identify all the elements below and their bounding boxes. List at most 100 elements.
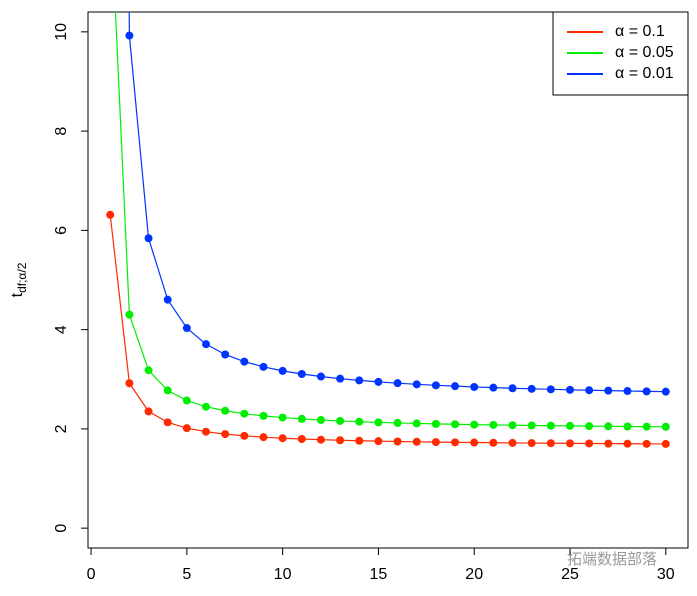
- y-label-sub: df;α/2: [15, 262, 29, 293]
- legend-label: α = 0.1: [615, 23, 665, 40]
- data-point: [297, 414, 306, 423]
- plot-area: [106, 12, 670, 448]
- data-point: [642, 422, 651, 431]
- data-point: [278, 366, 287, 375]
- data-point: [565, 385, 574, 394]
- data-point: [642, 439, 651, 448]
- data-point: [182, 324, 191, 333]
- data-point: [278, 413, 287, 422]
- data-point: [355, 417, 364, 426]
- data-point: [355, 376, 364, 385]
- data-point: [144, 366, 153, 375]
- data-point: [393, 437, 402, 446]
- data-point: [221, 406, 230, 415]
- data-point: [336, 436, 345, 445]
- data-point: [431, 419, 440, 428]
- x-tick-label: 20: [465, 566, 483, 583]
- x-tick-label: 10: [274, 566, 292, 583]
- data-point: [546, 385, 555, 394]
- data-point: [470, 382, 479, 391]
- data-point: [316, 416, 325, 425]
- data-point: [431, 438, 440, 447]
- data-point: [297, 435, 306, 444]
- data-point: [144, 234, 153, 243]
- data-point: [585, 439, 594, 448]
- data-point: [163, 295, 172, 304]
- data-point: [202, 402, 211, 411]
- x-tick-label: 5: [182, 566, 191, 583]
- watermark: 拓端数据部落: [567, 551, 657, 568]
- x-tick-label: 0: [87, 566, 96, 583]
- data-point: [336, 416, 345, 425]
- data-point: [393, 418, 402, 427]
- data-point: [412, 437, 421, 446]
- data-point: [259, 411, 268, 420]
- data-point: [623, 439, 632, 448]
- data-point: [240, 431, 249, 440]
- data-point: [431, 381, 440, 390]
- data-point: [470, 438, 479, 447]
- data-point: [489, 383, 498, 392]
- y-tick-label: 10: [53, 23, 70, 41]
- data-point: [374, 418, 383, 427]
- data-point: [585, 386, 594, 395]
- data-point: [565, 421, 574, 430]
- data-point: [527, 384, 536, 393]
- x-tick-label: 25: [561, 566, 579, 583]
- data-point: [221, 350, 230, 359]
- data-point: [546, 439, 555, 448]
- data-point: [144, 407, 153, 416]
- data-point: [489, 438, 498, 447]
- data-point: [259, 362, 268, 371]
- data-point: [527, 439, 536, 448]
- data-point: [316, 372, 325, 381]
- data-point: [451, 438, 460, 447]
- data-point: [412, 380, 421, 389]
- series-line: [109, 214, 666, 445]
- data-point: [106, 210, 115, 219]
- x-tick-label: 15: [370, 566, 388, 583]
- data-point: [508, 438, 517, 447]
- y-label-main: t: [9, 292, 26, 297]
- data-point: [661, 439, 670, 448]
- data-point: [163, 418, 172, 427]
- data-point: [585, 422, 594, 431]
- data-point: [355, 436, 364, 445]
- data-point: [240, 357, 249, 366]
- y-tick-label: 8: [53, 127, 70, 136]
- data-point: [412, 419, 421, 428]
- x-tick-label: 30: [657, 566, 675, 583]
- data-point: [125, 310, 134, 319]
- data-point: [565, 439, 574, 448]
- data-point: [163, 386, 172, 395]
- data-point: [546, 421, 555, 430]
- data-point: [661, 422, 670, 431]
- data-point: [489, 420, 498, 429]
- data-point: [623, 387, 632, 396]
- data-point: [508, 421, 517, 430]
- data-point: [297, 369, 306, 378]
- data-point: [202, 427, 211, 436]
- data-point: [316, 435, 325, 444]
- y-tick-label: 4: [53, 325, 70, 334]
- y-tick-label: 0: [53, 524, 70, 533]
- data-point: [604, 422, 613, 431]
- data-point: [604, 386, 613, 395]
- data-point: [393, 379, 402, 388]
- data-point: [604, 439, 613, 448]
- data-point: [527, 421, 536, 430]
- data-point: [259, 433, 268, 442]
- data-point: [642, 387, 651, 396]
- data-point: [336, 374, 345, 383]
- y-tick-label: 2: [53, 424, 70, 433]
- data-point: [125, 379, 134, 388]
- data-point: [374, 437, 383, 446]
- legend-label: α = 0.01: [615, 65, 674, 82]
- data-point: [451, 420, 460, 429]
- data-point: [278, 434, 287, 443]
- data-point: [470, 420, 479, 429]
- data-point: [240, 409, 249, 418]
- data-point: [182, 424, 191, 433]
- data-point: [451, 382, 460, 391]
